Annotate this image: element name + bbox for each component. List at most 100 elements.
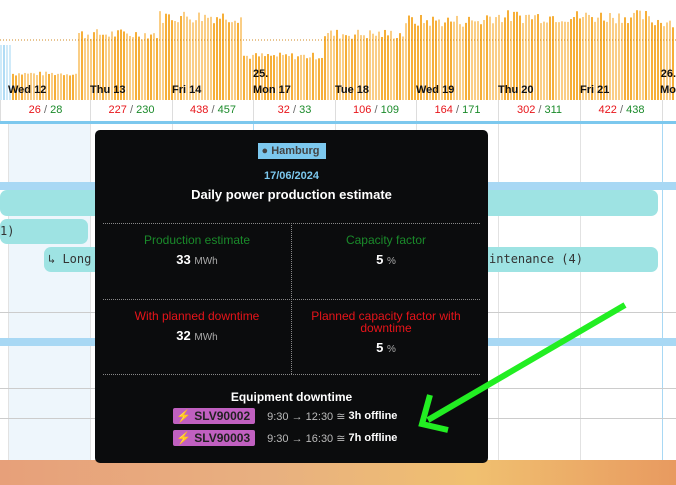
day-tooltip: ● Hamburg 17/06/2024 Daily power product…	[95, 130, 488, 463]
hourly-bar	[255, 53, 257, 100]
hourly-bar	[30, 72, 32, 100]
hourly-bar	[645, 11, 647, 100]
hourly-bar	[285, 54, 287, 100]
hourly-bar	[486, 15, 488, 100]
hourly-bar	[435, 20, 437, 101]
equipment-tag[interactable]: ⚡ SLV90002	[173, 408, 256, 424]
day-label: Fri 21	[580, 84, 610, 96]
maintenance-bar[interactable]: 1)	[0, 219, 88, 244]
hourly-bar	[207, 17, 209, 100]
hourly-bar	[243, 55, 245, 100]
hourly-bar	[339, 38, 341, 100]
hourly-bar	[129, 35, 131, 100]
lightning-icon: ⚡	[176, 409, 191, 423]
daily-total: 106 / 109	[335, 100, 416, 121]
hourly-bar	[549, 16, 551, 100]
hourly-bar	[276, 56, 278, 100]
equipment-tag[interactable]: ⚡ SLV90003	[173, 430, 256, 446]
daily-total: 302 / 311	[498, 100, 580, 121]
hourly-bar	[33, 73, 35, 100]
hourly-bar	[210, 16, 212, 100]
hourly-bar	[75, 73, 77, 100]
hourly-bar	[501, 22, 503, 100]
planned-production: With planned downtime 32 MWh	[134, 309, 260, 343]
hourly-bar	[534, 15, 536, 101]
hourly-bar	[399, 33, 401, 101]
hourly-bar	[393, 38, 395, 100]
hourly-bar	[192, 22, 194, 101]
hourly-bar	[465, 22, 467, 100]
hourly-bar	[438, 19, 440, 100]
hourly-bar	[303, 54, 305, 100]
tooltip-date: 17/06/2024	[263, 170, 320, 182]
hourly-bar	[342, 34, 344, 100]
hourly-bar	[381, 36, 383, 100]
hourly-bar	[99, 34, 101, 100]
hourly-bar	[324, 36, 326, 100]
hourly-bar	[426, 20, 428, 101]
hourly-bar	[273, 55, 275, 100]
hourly-bar	[651, 22, 653, 100]
hourly-bar	[639, 10, 641, 101]
hourly-bar	[201, 21, 203, 100]
day-label: Wed 19	[416, 84, 455, 96]
map-pin-icon: ●	[261, 145, 269, 157]
hourly-bar	[261, 53, 263, 100]
day-label: Mon 17	[253, 84, 291, 96]
hourly-bar	[42, 75, 44, 100]
hourly-bar	[174, 21, 176, 101]
hourly-bar	[657, 19, 659, 100]
hourly-bar	[369, 30, 371, 100]
hourly-bar	[372, 33, 374, 100]
hourly-bar	[219, 18, 221, 100]
daily-total: 32 / 33	[253, 100, 335, 121]
daily-total: 422 / 438	[580, 100, 662, 121]
week-label: 25.	[253, 68, 269, 80]
hourly-bar	[543, 21, 545, 100]
hourly-bar	[480, 24, 482, 100]
hourly-bar	[387, 35, 389, 100]
hourly-bar	[72, 74, 74, 100]
hourly-bar	[96, 29, 98, 100]
hourly-bar	[450, 21, 452, 101]
location-badge: ● Hamburg	[257, 143, 326, 159]
hourly-bar	[516, 11, 518, 100]
hourly-bar	[462, 26, 464, 100]
hourly-bar	[111, 31, 113, 100]
hourly-bar	[519, 15, 521, 101]
hourly-bar	[615, 23, 617, 100]
hourly-bar	[606, 21, 608, 101]
hourly-bar	[288, 56, 290, 100]
hourly-bar	[588, 14, 590, 100]
hourly-bar	[495, 17, 497, 101]
hourly-bar	[213, 23, 215, 100]
hourly-bar	[138, 36, 140, 100]
hourly-bar	[309, 57, 311, 100]
hourly-bar	[408, 15, 410, 101]
hourly-bar	[591, 17, 593, 100]
hourly-bar	[576, 11, 578, 101]
hourly-bar	[582, 16, 584, 100]
hourly-bar	[468, 16, 470, 101]
hourly-bar	[24, 72, 26, 100]
hourly-bar	[474, 21, 476, 100]
hourly-bar	[429, 25, 431, 100]
hourly-bar	[69, 75, 71, 100]
hourly-bar	[357, 29, 359, 100]
equipment-downtime-title: Equipment downtime	[230, 390, 353, 404]
daily-total: 438 / 457	[172, 100, 253, 121]
day-label: Tue 18	[335, 84, 370, 96]
hourly-bar	[84, 37, 86, 100]
hourly-bar	[315, 59, 317, 100]
hourly-bar	[507, 10, 509, 100]
hourly-bar	[561, 21, 563, 101]
hourly-bar	[186, 16, 188, 100]
hourly-bar	[231, 22, 233, 100]
hourly-bar	[432, 16, 434, 100]
hourly-bar	[279, 52, 281, 100]
hourly-bar	[66, 74, 68, 100]
hourly-bar	[36, 75, 38, 100]
hourly-bar	[195, 20, 197, 100]
hourly-bar	[216, 17, 218, 100]
